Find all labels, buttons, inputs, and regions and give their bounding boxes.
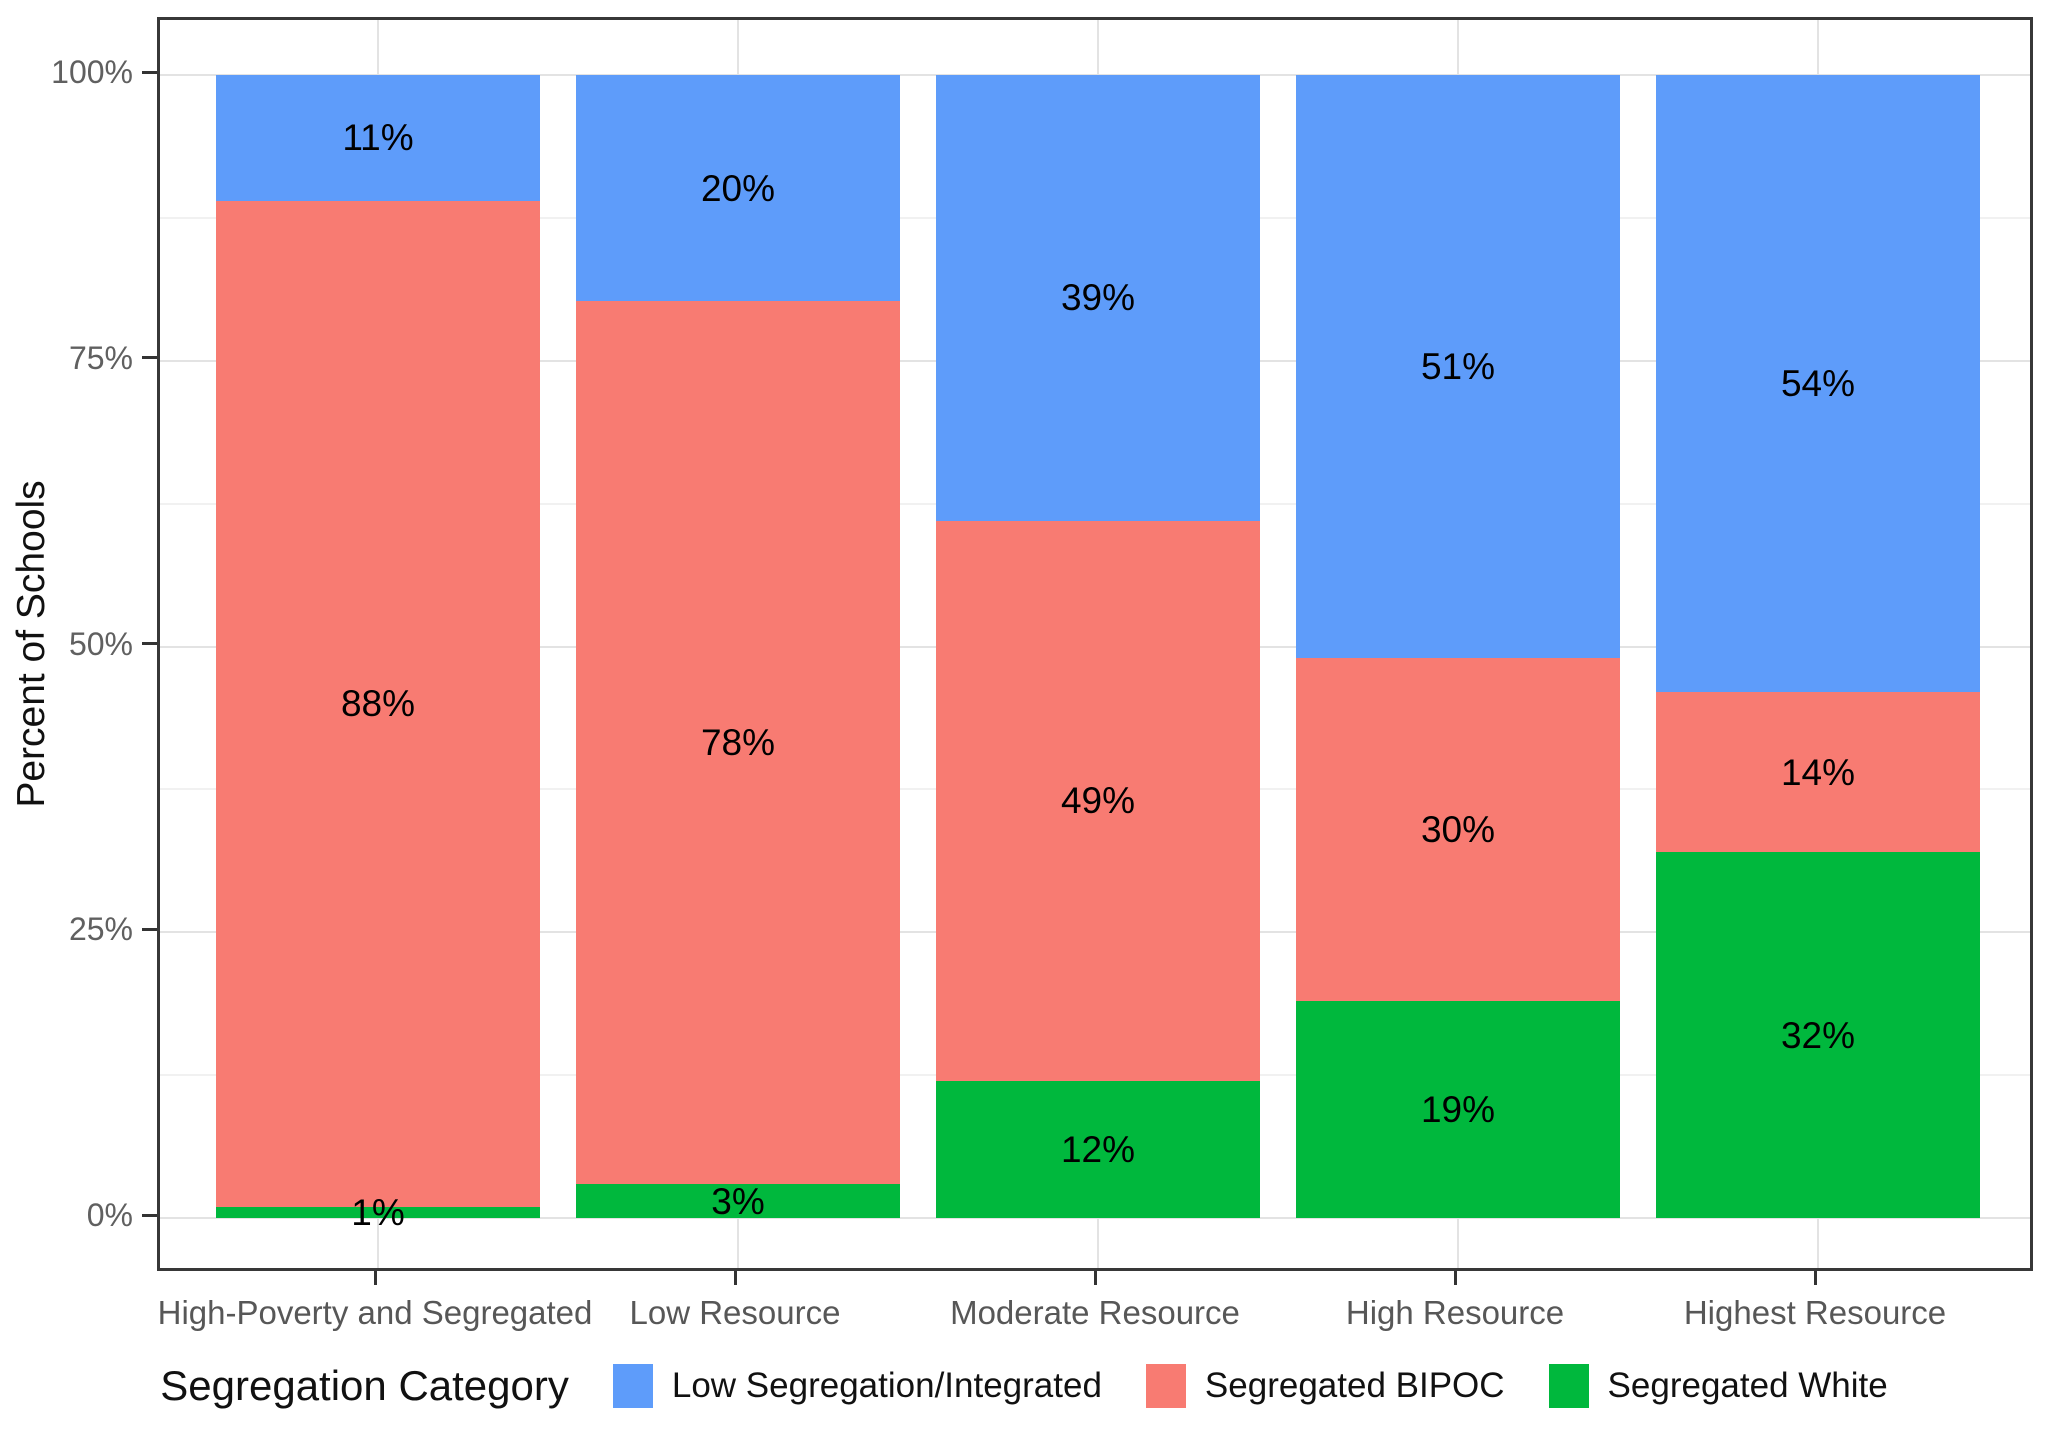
bar-segment: 32%: [1656, 852, 1980, 1218]
bar-5: 54% 14% 32%: [1656, 75, 1980, 1218]
bar-segment: 51%: [1296, 75, 1620, 658]
bar-segment: 14%: [1656, 692, 1980, 853]
legend-label: Segregated White: [1607, 1366, 1888, 1405]
bar-segment: 39%: [936, 75, 1260, 521]
legend-key-swatch: [1548, 1364, 1589, 1408]
bar-segment: 30%: [1296, 657, 1620, 1001]
bar-segment: 49%: [936, 520, 1260, 1081]
bar-4: 51% 30% 19%: [1296, 75, 1620, 1218]
bar-segment: 20%: [576, 75, 900, 302]
x-tick-mark: [1093, 1271, 1097, 1285]
y-tick-label: 50%: [68, 625, 133, 662]
legend-title: Segregation Category: [160, 1362, 569, 1409]
y-tick-mark: [142, 927, 157, 931]
legend-item: Segregated White: [1548, 1364, 1888, 1408]
bar-value-label: 78%: [700, 722, 776, 764]
x-tick-label: Moderate Resource: [950, 1294, 1240, 1331]
bar-segment: 54%: [1656, 75, 1980, 693]
bar-segment: 11%: [216, 75, 540, 201]
y-tick-label: 0%: [86, 1197, 133, 1233]
bar-value-label: 20%: [700, 167, 776, 209]
bar-value-label: 1%: [351, 1191, 405, 1233]
x-tick-label: Highest Resource: [1683, 1294, 1947, 1331]
legend-item: Segregated BIPOC: [1145, 1364, 1505, 1408]
x-tick-mark: [1813, 1271, 1817, 1285]
x-tick-mark: [373, 1271, 377, 1285]
y-tick-mark: [142, 70, 157, 74]
bar-value-label: 12%: [1060, 1128, 1136, 1170]
y-tick-label: 100%: [51, 54, 133, 90]
bar-1: 11% 88% 1%: [216, 75, 540, 1231]
y-tick-mark: [142, 1213, 157, 1217]
legend-label: Low Segregation/Integrated: [671, 1366, 1102, 1405]
bar-value-label: 3%: [711, 1180, 765, 1222]
bar-segment: 19%: [1296, 1000, 1620, 1218]
bar-2: 20% 78% 3%: [576, 75, 900, 1222]
legend-item: Low Segregation/Integrated: [612, 1364, 1102, 1408]
legend-key-swatch: [1145, 1364, 1186, 1408]
x-tick-mark: [1453, 1271, 1457, 1285]
x-tick-label: High Resource: [1345, 1294, 1565, 1331]
legend-key-swatch: [612, 1364, 653, 1408]
gridline-major: [160, 1217, 2030, 1219]
bar-value-label: 19%: [1420, 1088, 1496, 1130]
y-tick-mark: [142, 642, 157, 645]
bar-segment: 88%: [216, 200, 540, 1207]
bar-3: 39% 49% 12%: [936, 75, 1260, 1218]
y-tick-label: 25%: [68, 911, 133, 948]
bar-value-label: 14%: [1780, 751, 1856, 793]
bar-value-label: 30%: [1420, 808, 1496, 850]
x-tick-mark: [733, 1271, 737, 1285]
bar-value-label: 39%: [1060, 277, 1136, 319]
x-tick-label: Low Resource: [629, 1294, 841, 1331]
bar-value-label: 32%: [1780, 1014, 1856, 1056]
bar-value-label: 54%: [1780, 363, 1856, 405]
x-tick-label: High-Poverty and Segregated: [157, 1294, 593, 1331]
legend: Segregation Category Low Segregation/Int…: [0, 1362, 2048, 1410]
bar-value-label: 49%: [1060, 780, 1136, 822]
legend-label: Segregated BIPOC: [1204, 1366, 1505, 1405]
bar-value-label: 88%: [340, 683, 416, 725]
bar-segment: 3%: [576, 1180, 900, 1222]
bar-segment: 78%: [576, 301, 900, 1185]
y-tick-mark: [142, 356, 157, 360]
bar-segment: 1%: [216, 1194, 540, 1231]
bar-segment: 12%: [936, 1080, 1260, 1218]
bar-value-label: 51%: [1420, 345, 1496, 387]
plot-panel: 11% 88% 1% 20% 78% 3% 39% 49% 12% 51% 30% 19% 54% 14%…: [157, 17, 2033, 1271]
bar-value-label: 11%: [342, 117, 414, 159]
y-tick-label: 75%: [68, 339, 133, 376]
